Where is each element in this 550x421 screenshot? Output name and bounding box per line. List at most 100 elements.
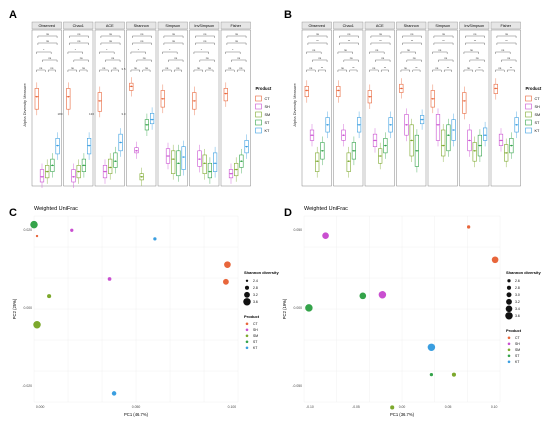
point [235, 168, 237, 171]
sig-bracket [193, 69, 203, 72]
sig-label: ns [80, 56, 84, 60]
sig-bracket [136, 59, 152, 62]
sig-label: ns [78, 39, 82, 43]
group-legend-key [245, 334, 249, 338]
size-legend-key [506, 285, 512, 290]
legend-key [255, 127, 262, 134]
point [88, 144, 90, 147]
facet-strip [94, 21, 125, 30]
sig-bracket [444, 69, 452, 72]
sig-bracket [37, 42, 58, 45]
size-legend-label: 3.6 [515, 314, 520, 318]
point [162, 98, 164, 100]
legend-key [255, 111, 262, 118]
legend-label: SM [535, 113, 541, 117]
point [172, 158, 174, 160]
box-ST [113, 152, 118, 168]
sig-label: ** [474, 39, 477, 43]
box-CT [66, 88, 71, 110]
tick-label: 3.0 [121, 112, 126, 116]
sig-bracket [105, 59, 121, 62]
sig-label: ns [113, 66, 117, 70]
size-legend-key [244, 285, 250, 290]
sig-bracket [163, 42, 184, 45]
point [342, 134, 345, 136]
sig-bracket [163, 35, 184, 38]
x-tick-label: 0.000 [36, 405, 45, 409]
point [245, 145, 248, 148]
point [56, 144, 59, 147]
box-SM [171, 150, 176, 174]
sig-label: ns [109, 32, 113, 36]
group-legend-label: SH [253, 328, 258, 332]
y-tick-label: 0.000 [294, 306, 303, 310]
point [405, 124, 408, 126]
sig-bracket [412, 69, 421, 72]
scatter-point-CT [224, 261, 231, 268]
sig-bracket [501, 59, 517, 62]
sig-label: * [201, 48, 203, 52]
scatter-point-ST [359, 292, 367, 300]
sig-label: ns [46, 39, 50, 43]
point [410, 139, 413, 142]
sig-label: ns [143, 56, 147, 60]
facet-title: Fisher [230, 24, 241, 28]
point [321, 150, 324, 152]
point [230, 172, 232, 175]
point [77, 170, 80, 173]
point [130, 85, 133, 88]
group-legend-key [507, 342, 511, 346]
box-SH [39, 169, 45, 183]
scatter-point-CT [467, 225, 471, 229]
sig-label: ns [174, 56, 178, 60]
sig-label: ns [505, 32, 509, 36]
legend-label: SH [265, 105, 271, 109]
sig-bracket [432, 51, 448, 54]
point [193, 100, 196, 102]
sig-label: ns [435, 66, 439, 70]
sig-bracket [495, 69, 505, 72]
point [495, 87, 497, 90]
x-tick-label: 0.10 [491, 405, 498, 409]
sig-bracket [67, 51, 83, 54]
size-legend-key [505, 312, 513, 320]
x-tick-label: -0.10 [306, 405, 314, 409]
point [369, 95, 371, 98]
sig-label: ns [235, 39, 239, 43]
group-legend-key [507, 336, 511, 340]
group-legend-key [507, 354, 511, 358]
sig-label: ** [447, 66, 450, 70]
scatter-point-SH [70, 228, 74, 232]
size-legend-label: 3.6 [253, 300, 258, 304]
facet-panel [126, 29, 157, 187]
group-legend-label: SM [515, 348, 520, 352]
sig-label: ** [442, 39, 445, 43]
point [140, 176, 143, 178]
sig-bracket [306, 51, 322, 54]
sig-label: ns [470, 48, 474, 52]
facet-title: ACE [106, 24, 114, 28]
sig-bracket [226, 42, 247, 45]
box-CT [462, 92, 467, 114]
sig-bracket [69, 42, 89, 45]
size-legend-label: 3.0 [515, 293, 520, 297]
point [379, 155, 382, 157]
sig-label: ns [379, 32, 383, 36]
sig-bracket [99, 69, 109, 72]
scatter-point-SM [47, 294, 52, 299]
size-legend-key [244, 291, 250, 298]
box-SH [71, 169, 76, 183]
sig-label: ns [372, 66, 376, 70]
sig-label: ns [204, 32, 208, 36]
point [452, 129, 455, 131]
facet-title: Observed [39, 24, 55, 28]
legend-label: ST [265, 121, 271, 125]
sig-label: ns [316, 32, 320, 36]
size-legend-label: 2.4 [253, 279, 258, 283]
tick-label: 130 [89, 112, 94, 116]
scatter-point-KT [427, 343, 436, 352]
point [479, 144, 481, 147]
sig-label: * [138, 48, 140, 52]
sig-label: ** [321, 66, 324, 70]
facet-title: Observed [309, 24, 325, 28]
